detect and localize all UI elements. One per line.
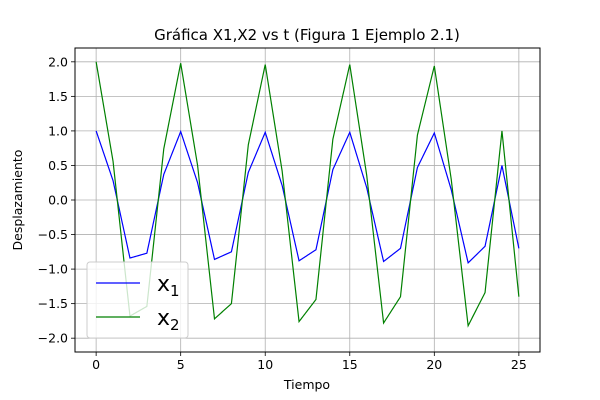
y-tick-label: 2.0	[48, 54, 68, 69]
series-line-x2	[95, 61, 520, 328]
y-tick-label: −1.0	[38, 262, 68, 277]
chart-title: Gráfica X1,X2 vs t (Figura 1 Ejemplo 2.1…	[154, 26, 460, 44]
legend-label-x1: x1	[157, 272, 180, 300]
y-tick-label: 0.0	[48, 193, 68, 208]
plot-area: 0 5 10 15 20 25 2.0 1.5 1.0 0.5 0.0 −0.5 −1.0 −1.5 −2.…	[38, 47, 541, 372]
x-tick-label: 0	[92, 357, 100, 372]
x-tick-label: 25	[511, 357, 527, 372]
y-tick-label: 1.5	[48, 89, 68, 104]
series-line-x1	[95, 129, 520, 265]
legend-label-main: x	[157, 306, 170, 331]
legend-label-subscript: 1	[170, 282, 180, 300]
legend-label-x2: x2	[157, 306, 180, 334]
x-tick-label: 15	[342, 357, 358, 372]
y-tick-label: 1.0	[48, 123, 68, 138]
y-tick-label: −0.5	[38, 227, 68, 242]
x-tick-label: 10	[257, 357, 273, 372]
x-tick-label: 5	[177, 357, 185, 372]
y-tick-label: 0.5	[48, 158, 68, 173]
y-tick-label: −1.5	[38, 296, 68, 311]
y-tick-label: −2.0	[38, 331, 68, 346]
legend-box	[86, 261, 189, 339]
legend-label-main: x	[157, 272, 170, 297]
x-axis-label: Tiempo	[283, 377, 330, 392]
legend-label-subscript: 2	[170, 316, 180, 334]
y-axis-label: Desplazamiento	[10, 150, 25, 251]
x-tick-label: 20	[426, 357, 442, 372]
